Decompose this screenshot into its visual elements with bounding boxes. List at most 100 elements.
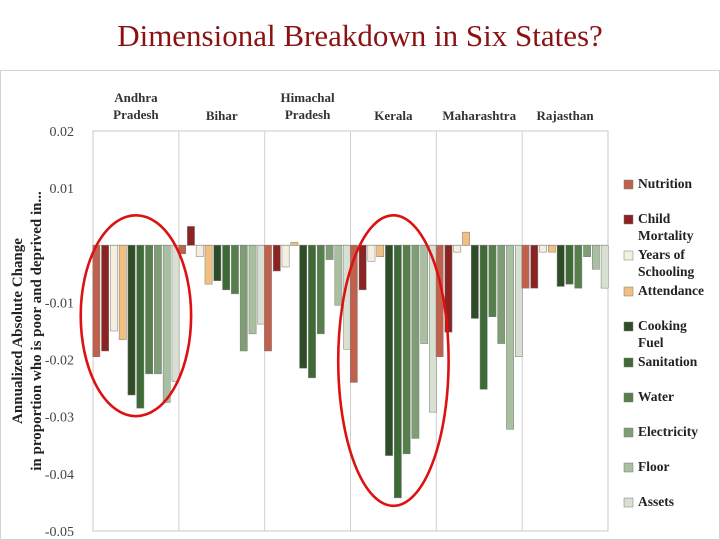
bar <box>290 242 299 246</box>
y-axis-title: Annualized Absolute Change in proportion … <box>10 191 45 471</box>
bar <box>101 245 109 352</box>
y-tick-label: -0.03 <box>45 411 74 426</box>
y-tick-label: 0.01 <box>50 182 75 197</box>
legend-label: Child Mortality <box>638 211 694 243</box>
category-label: Bihar <box>206 108 238 123</box>
bar <box>162 245 171 403</box>
legend-swatch <box>623 214 634 225</box>
legend-swatch <box>623 427 634 438</box>
bar <box>506 245 514 430</box>
legend-swatch <box>623 250 634 261</box>
y-axis-label: Annualized Absolute Change in proportion … <box>10 191 45 471</box>
bar <box>521 245 530 289</box>
legend-label: Cooking Fuel <box>638 318 687 350</box>
bar <box>248 245 257 335</box>
bar <box>385 245 393 456</box>
bar <box>231 245 239 295</box>
legend-label: Nutrition <box>638 176 692 191</box>
bar <box>539 245 547 253</box>
legend-swatch <box>623 357 634 368</box>
bar-chart: Andhra Pradesh Bihar Himachal Pradesh Kerala M… <box>0 70 720 540</box>
bar <box>187 226 195 246</box>
y-tick-label: -0.01 <box>45 296 74 311</box>
bar <box>325 245 334 260</box>
bar <box>281 245 290 268</box>
bar <box>213 245 222 281</box>
bar <box>583 245 591 257</box>
category-label: Maharashtra <box>442 108 516 123</box>
bar <box>257 245 266 325</box>
bar <box>530 245 539 289</box>
bar <box>600 245 609 289</box>
highlight-ellipse <box>336 213 450 508</box>
bar <box>497 245 506 344</box>
legend-label: Assets <box>638 494 674 509</box>
bar <box>264 245 272 352</box>
y-tick-label: -0.05 <box>45 525 74 540</box>
bar <box>349 245 358 383</box>
bar <box>145 245 153 375</box>
bar <box>299 245 308 369</box>
legend-swatch <box>623 321 634 332</box>
bar <box>308 245 316 379</box>
bar <box>222 245 231 291</box>
bar <box>565 245 574 285</box>
category-label: Rajasthan <box>537 108 595 123</box>
bar <box>471 245 479 319</box>
bar <box>488 245 497 317</box>
bar <box>272 245 281 272</box>
legend-swatch <box>623 462 634 473</box>
bar <box>204 245 213 285</box>
category-label: Kerala <box>374 108 413 123</box>
bar <box>411 245 420 439</box>
bar <box>574 245 583 289</box>
highlight-ellipse <box>79 213 193 418</box>
category-label: Andhra Pradesh <box>113 90 159 122</box>
bar <box>402 245 411 455</box>
bar <box>515 245 523 357</box>
legend-swatch <box>623 497 634 508</box>
bar <box>367 245 376 262</box>
legend-swatch <box>623 392 634 403</box>
legend-swatch <box>623 179 634 190</box>
bar <box>453 245 462 253</box>
bar <box>435 245 444 357</box>
category-labels: Andhra Pradesh Bihar Himachal Pradesh Kerala M… <box>113 90 594 123</box>
bar <box>462 231 470 246</box>
legend-swatch <box>623 286 634 297</box>
bar <box>592 245 600 270</box>
bar <box>110 245 118 332</box>
bar <box>548 245 556 253</box>
bar <box>393 245 402 499</box>
bar <box>136 245 145 409</box>
legend-label: Years of Schooling <box>638 247 695 279</box>
y-tick-label: 0.02 <box>50 125 75 140</box>
y-tick-label: -0.02 <box>45 354 74 369</box>
y-axis: 0.02 0.01 -0.01 -0.02 -0.03 -0.04 -0.05 <box>45 125 74 540</box>
bar <box>358 245 367 291</box>
legend-label: Attendance <box>638 283 704 298</box>
y-tick-label: -0.04 <box>45 468 74 483</box>
category-label: Himachal Pradesh <box>280 90 335 122</box>
legend-label: Water <box>638 389 674 404</box>
bar <box>118 245 127 340</box>
legend: Nutrition Child Mortality Years of Schooling… <box>623 176 704 509</box>
slide-title: Dimensional Breakdown in Six States? <box>117 18 603 53</box>
highlight-ellipses <box>79 213 450 508</box>
bars <box>92 226 609 499</box>
bar <box>239 245 248 352</box>
bar <box>479 245 488 390</box>
bar <box>376 245 385 257</box>
bar <box>127 245 136 396</box>
bar <box>92 245 101 357</box>
bar <box>334 245 343 306</box>
bar <box>316 245 325 335</box>
bar <box>556 245 565 287</box>
bar <box>420 245 429 344</box>
legend-label: Sanitation <box>638 354 698 369</box>
legend-label: Electricity <box>638 424 698 439</box>
bar <box>154 245 162 375</box>
bar <box>171 245 180 382</box>
bar <box>195 245 204 257</box>
legend-label: Floor <box>638 459 670 474</box>
